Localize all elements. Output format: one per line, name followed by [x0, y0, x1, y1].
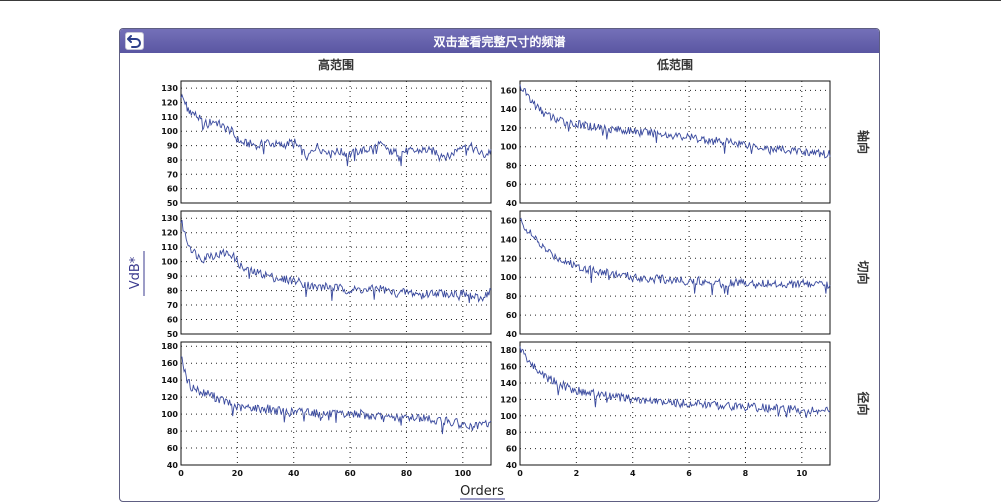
- y-tick-label: 40: [506, 199, 518, 208]
- x-axis-label[interactable]: Orders: [460, 484, 504, 499]
- spectrum-line: [519, 217, 831, 296]
- y-tick-label: 100: [161, 258, 178, 267]
- x-tick-label: 0: [517, 469, 523, 478]
- y-tick-label: 130: [161, 84, 178, 93]
- y-tick-label: 80: [506, 292, 518, 301]
- column-header: 低范围: [656, 57, 693, 72]
- y-tick-label: 80: [167, 156, 179, 165]
- x-tick-label: 10: [796, 469, 808, 478]
- y-tick-label: 140: [161, 376, 178, 385]
- y-tick-label: 180: [161, 342, 178, 351]
- y-tick-label: 70: [167, 170, 179, 179]
- x-tick-label: 6: [686, 469, 692, 478]
- y-tick-label: 120: [161, 393, 178, 402]
- y-tick-label: 130: [161, 214, 178, 223]
- y-tick-label: 60: [167, 185, 179, 194]
- y-tick-label: 120: [161, 99, 178, 108]
- x-tick-label: 20: [232, 469, 244, 478]
- y-tick-label: 60: [167, 316, 179, 325]
- plot-frame: [180, 210, 492, 335]
- x-tick-label: 100: [454, 469, 471, 478]
- row-label: 径向: [856, 391, 871, 415]
- spectrum-line: [519, 84, 831, 159]
- y-tick-label: 160: [500, 216, 517, 225]
- y-tick-label: 120: [500, 124, 517, 133]
- spectrum-grid[interactable]: 高范围 低范围轴向切向径向VdB*Orders506070809010011012…: [120, 29, 880, 502]
- spectrum-line: [180, 219, 492, 303]
- y-tick-label: 110: [161, 113, 178, 122]
- plot-frame: [519, 210, 831, 335]
- y-tick-label: 40: [506, 330, 518, 339]
- y-tick-label: 80: [167, 427, 179, 436]
- top-divider: [0, 0, 1001, 1]
- x-tick-label: 8: [743, 469, 749, 478]
- y-tick-label: 180: [500, 346, 517, 355]
- y-tick-label: 60: [506, 311, 518, 320]
- plot-frame: [180, 341, 492, 466]
- y-tick-label: 140: [500, 105, 517, 114]
- y-tick-label: 40: [167, 461, 179, 470]
- y-tick-label: 140: [500, 235, 517, 244]
- y-tick-label: 110: [161, 243, 178, 252]
- y-tick-label: 100: [500, 143, 517, 152]
- x-tick-label: 60: [345, 469, 357, 478]
- y-tick-label: 60: [506, 180, 518, 189]
- spectrum-line: [519, 346, 831, 418]
- y-tick-label: 40: [506, 461, 518, 470]
- plot-frame: [519, 80, 831, 204]
- y-tick-label: 140: [500, 379, 517, 388]
- y-tick-label: 120: [500, 254, 517, 263]
- y-tick-label: 90: [167, 142, 179, 151]
- y-tick-label: 100: [161, 127, 178, 136]
- chart-title: 双击查看完整尺寸的频谱: [433, 35, 566, 49]
- spectrum-line: [180, 93, 492, 167]
- plot-frame: [180, 80, 492, 204]
- row-label: 切向: [856, 260, 871, 284]
- y-tick-label: 120: [161, 229, 178, 238]
- y-axis-label[interactable]: VdB*: [128, 256, 143, 289]
- spectrum-line: [180, 356, 492, 435]
- y-tick-label: 120: [500, 395, 517, 404]
- y-tick-label: 70: [167, 301, 179, 310]
- y-tick-label: 160: [500, 363, 517, 372]
- y-tick-label: 80: [167, 287, 179, 296]
- spectrum-panel[interactable]: 双击查看完整尺寸的频谱 高范围 低范围 轴向 切向 径向 VdB* Orders 50 60 70…: [119, 28, 880, 502]
- x-tick-label: 4: [630, 469, 636, 478]
- y-tick-label: 100: [500, 273, 517, 282]
- x-tick-label: 80: [401, 469, 413, 478]
- y-tick-label: 60: [506, 445, 518, 454]
- y-tick-label: 160: [161, 359, 178, 368]
- y-tick-label: 80: [506, 161, 518, 170]
- y-tick-label: 50: [167, 199, 179, 208]
- back-button[interactable]: [125, 32, 144, 50]
- y-tick-label: 80: [506, 428, 518, 437]
- row-label: 轴向: [856, 130, 871, 154]
- y-tick-label: 90: [167, 272, 179, 281]
- title-bar: 双击查看完整尺寸的频谱: [120, 29, 879, 53]
- y-tick-label: 100: [161, 410, 178, 419]
- y-tick-label: 60: [167, 444, 179, 453]
- y-tick-label: 160: [500, 86, 517, 95]
- column-header: 高范围: [318, 57, 354, 72]
- x-tick-label: 0: [178, 469, 184, 478]
- back-arrow-icon: [127, 35, 141, 48]
- x-tick-label: 40: [288, 469, 300, 478]
- x-tick-label: 2: [574, 469, 580, 478]
- y-tick-label: 100: [500, 412, 517, 421]
- y-tick-label: 50: [167, 330, 179, 339]
